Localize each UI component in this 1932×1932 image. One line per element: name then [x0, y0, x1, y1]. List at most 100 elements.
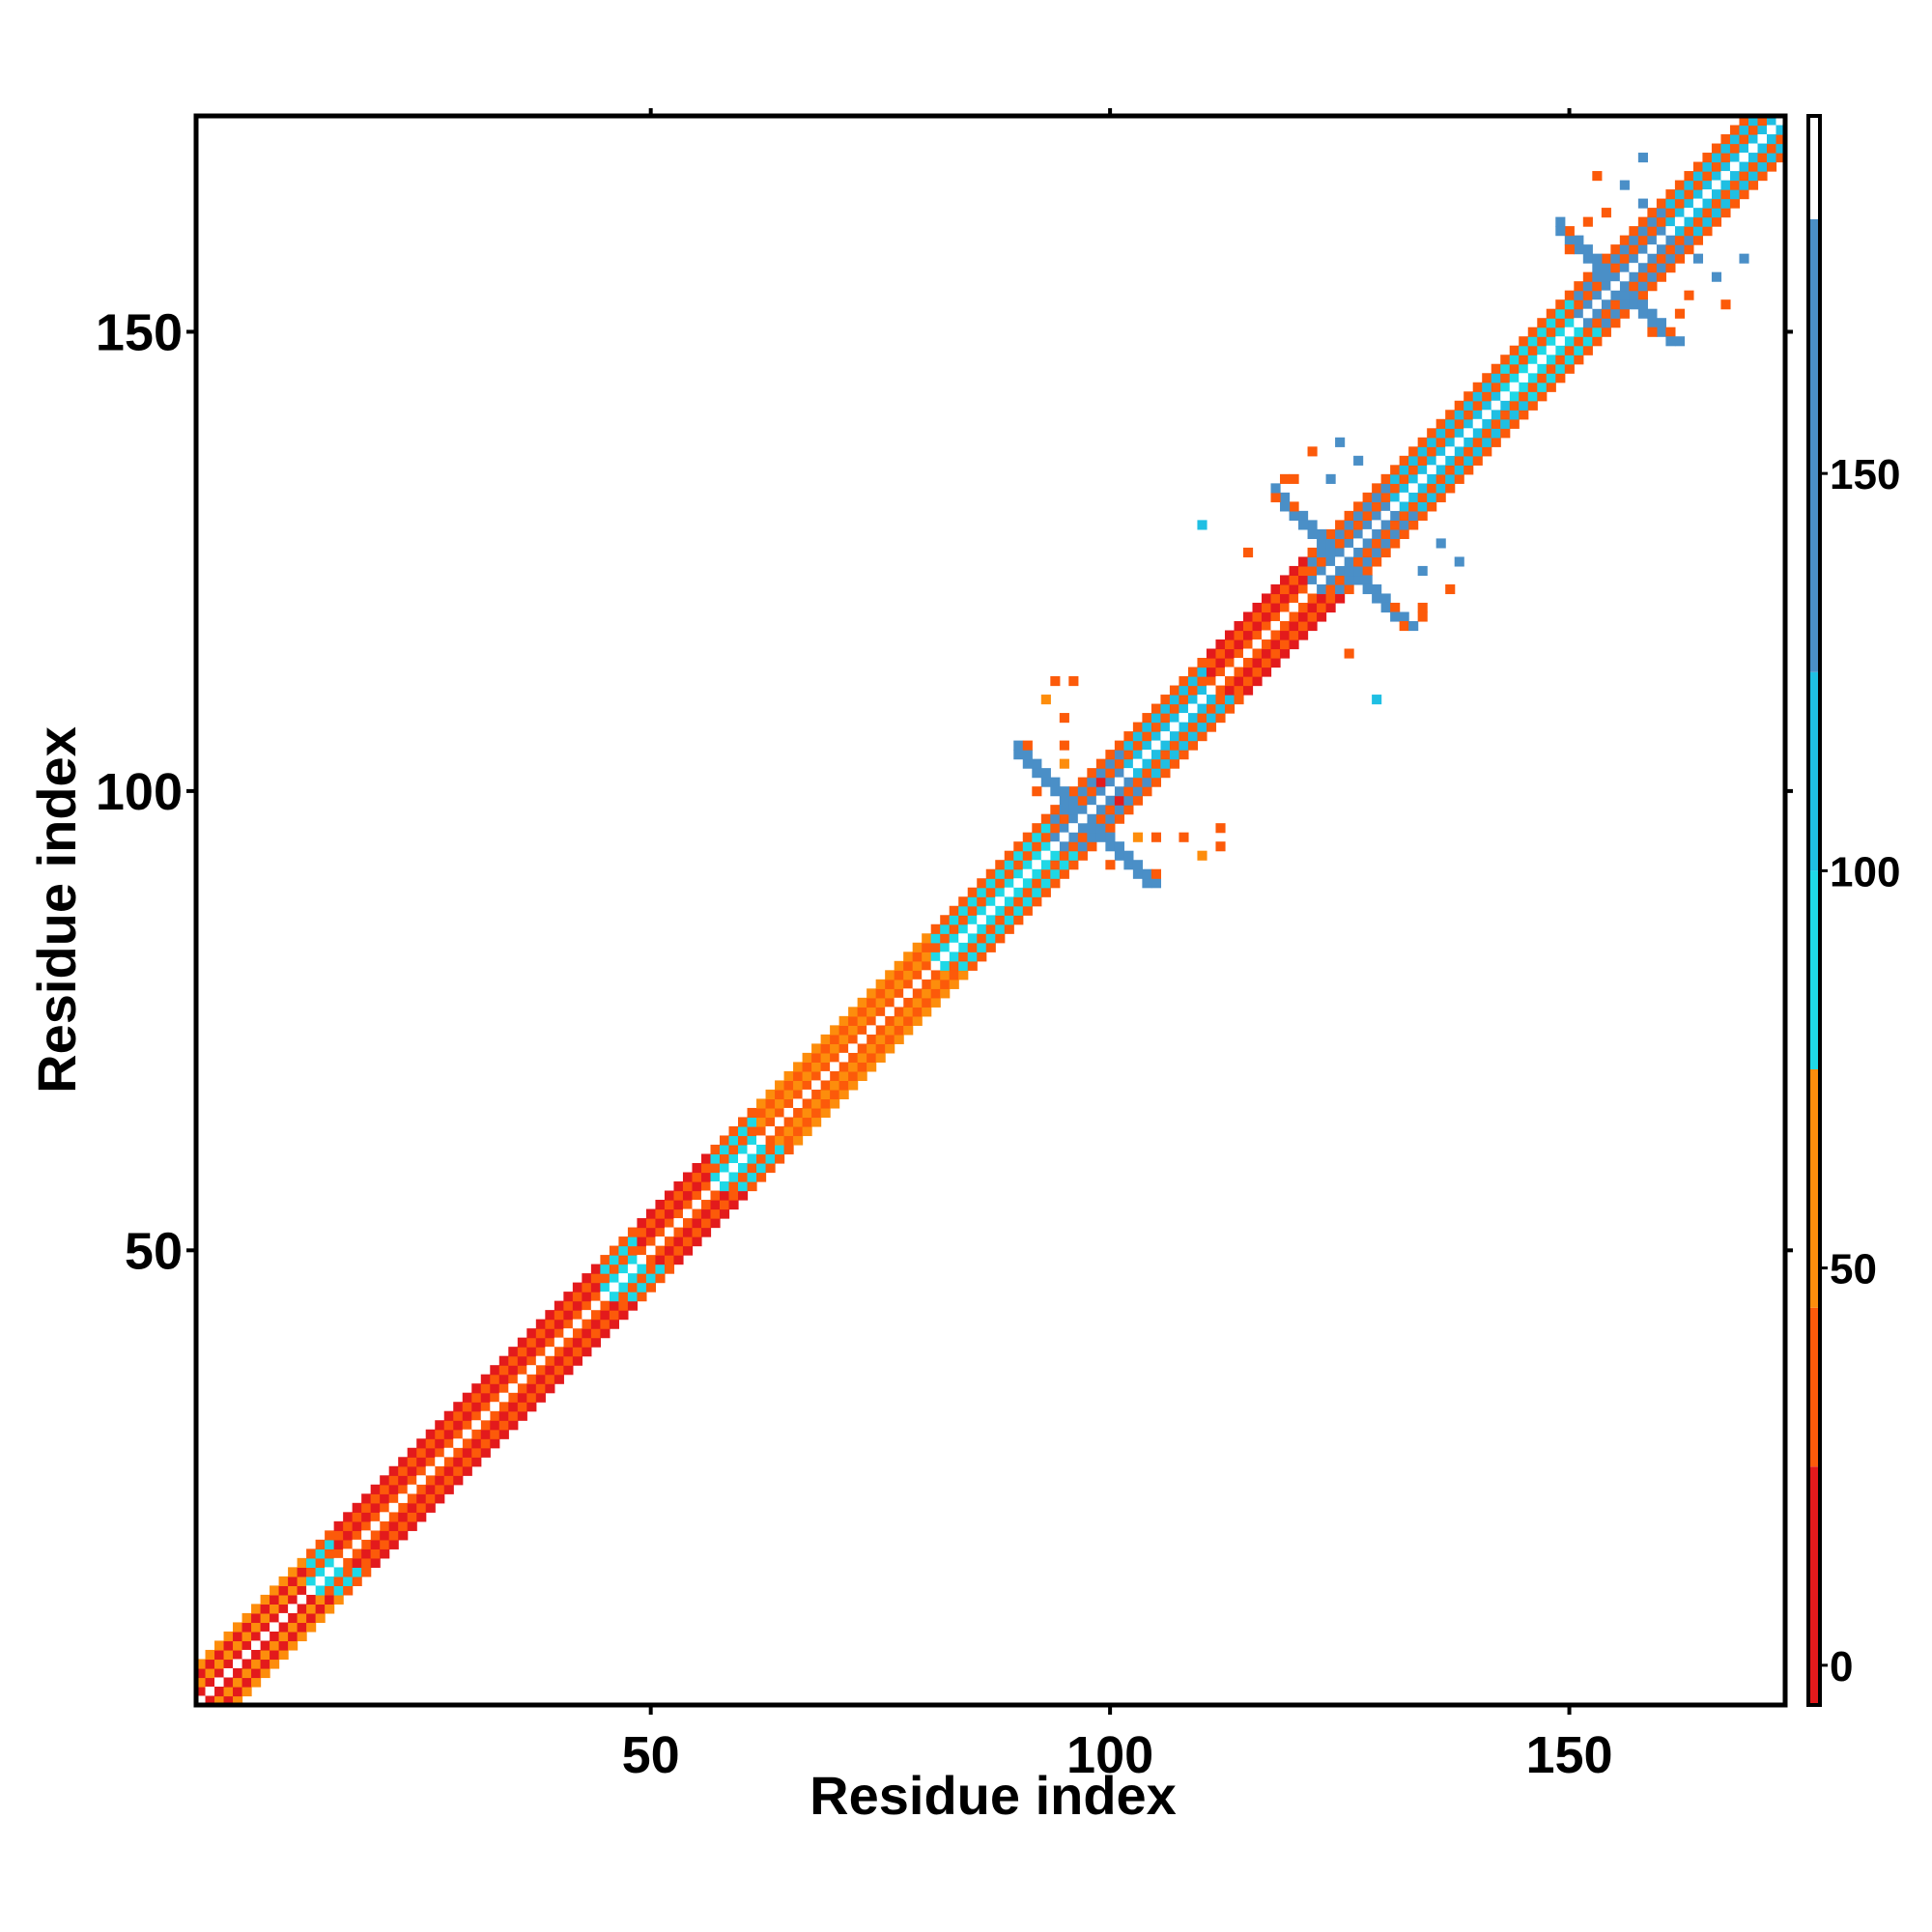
heatmap-cell [242, 1612, 252, 1624]
heatmap-cell [490, 1438, 500, 1449]
heatmap-cell [270, 1594, 280, 1605]
heatmap-cell [1637, 226, 1648, 237]
heatmap-cell [1317, 593, 1327, 604]
heatmap-cell [435, 1475, 445, 1486]
heatmap-cell [380, 1493, 390, 1504]
heatmap-cell [1050, 860, 1061, 870]
heatmap-cell [370, 1548, 381, 1559]
heatmap-cell [1270, 639, 1281, 650]
heatmap-cell [1040, 878, 1051, 889]
heatmap-cell [1380, 593, 1391, 604]
heatmap-cell [1169, 758, 1180, 769]
heatmap-cell [196, 1686, 207, 1697]
heatmap-cell [1472, 428, 1483, 439]
heatmap-cell [1252, 602, 1263, 613]
heatmap-cell [1674, 208, 1686, 218]
heatmap-cell [1619, 299, 1630, 310]
heatmap-cell [471, 1457, 482, 1467]
heatmap-cell [1582, 336, 1593, 347]
heatmap-cell [1647, 281, 1658, 292]
heatmap-cell [343, 1520, 354, 1531]
heatmap-cell [1766, 153, 1777, 163]
heatmap-cell [1647, 318, 1658, 328]
diagonal-cell [627, 1264, 638, 1274]
heatmap-cell [471, 1383, 482, 1394]
heatmap-cell [1372, 501, 1382, 512]
heatmap-cell [775, 1125, 785, 1137]
heatmap-cell [1234, 685, 1244, 696]
heatmap-cell [1179, 750, 1189, 760]
heatmap-cell [325, 1576, 335, 1586]
x-tick-label: 150 [1525, 1726, 1612, 1784]
heatmap-cell [480, 1374, 491, 1384]
heatmap-cell [1206, 722, 1217, 732]
heatmap-cell [747, 1125, 757, 1137]
heatmap-cell [1242, 676, 1254, 687]
heatmap-cell [1702, 153, 1713, 163]
heatmap-cell [995, 933, 1006, 944]
heatmap-cell [738, 1162, 749, 1174]
heatmap-cell [1004, 896, 1014, 907]
heatmap-cell [535, 1365, 546, 1376]
diagonal-cell [1684, 208, 1693, 217]
heatmap-cell [462, 1420, 472, 1431]
x-axis-title: Residue index [810, 1765, 1177, 1826]
heatmap-cell [1151, 722, 1162, 732]
heatmap-cell [830, 1070, 840, 1082]
heatmap-cell [1335, 565, 1346, 577]
heatmap-cell [682, 1245, 694, 1256]
colorbar-band [1808, 870, 1820, 1069]
heatmap-cell [1040, 813, 1051, 824]
heatmap-cell [857, 1070, 867, 1082]
heatmap-cell [526, 1355, 537, 1366]
diagonal-cell [370, 1520, 381, 1531]
diagonal-cell [655, 1236, 665, 1246]
diagonal-cell [1289, 602, 1299, 612]
heatmap-cell [1564, 355, 1575, 365]
colorbar-band [1808, 1069, 1820, 1308]
heatmap-cell [1435, 465, 1446, 475]
heatmap-cell [838, 1080, 849, 1091]
heatmap-cell [783, 1135, 794, 1146]
heatmap-cell [1151, 832, 1162, 842]
diagonal-cell [811, 1080, 821, 1090]
heatmap-cell [1059, 758, 1069, 769]
heatmap-cell [1344, 575, 1354, 585]
diagonal-cell [637, 1255, 646, 1264]
heatmap-cell [775, 1098, 785, 1109]
heatmap-cell [1105, 813, 1116, 824]
heatmap-cell [1262, 648, 1272, 659]
heatmap-cell [838, 1034, 849, 1044]
heatmap-cell [1270, 611, 1281, 622]
y-tick-label: 150 [96, 303, 183, 361]
heatmap-cell [728, 1125, 739, 1137]
heatmap-cell [1601, 271, 1611, 282]
heatmap-cell [508, 1347, 519, 1357]
heatmap-cell [1077, 786, 1088, 797]
heatmap-cell [637, 1273, 647, 1284]
heatmap-cell [343, 1557, 354, 1568]
heatmap-cell [1040, 777, 1051, 787]
heatmap-cell [1390, 510, 1401, 521]
heatmap-cell [1380, 492, 1391, 502]
heatmap-cell [637, 1292, 647, 1302]
heatmap-cell [407, 1447, 417, 1458]
heatmap-cell [1509, 418, 1520, 429]
heatmap-cell [1105, 832, 1116, 842]
heatmap-cell [1454, 428, 1464, 439]
heatmap-cell [1032, 758, 1042, 769]
heatmap-cell [1252, 630, 1263, 640]
heatmap-cell [940, 942, 951, 952]
heatmap-cell [498, 1355, 509, 1366]
heatmap-cell [1729, 189, 1741, 200]
heatmap-cell [1519, 382, 1529, 392]
heatmap-cell [490, 1374, 500, 1384]
heatmap-cell [398, 1520, 409, 1531]
heatmap-cell [627, 1292, 639, 1302]
heatmap-cell [545, 1374, 555, 1384]
heatmap-cell [1647, 308, 1658, 319]
heatmap-cell [1435, 538, 1446, 549]
heatmap-cell [1087, 786, 1097, 797]
